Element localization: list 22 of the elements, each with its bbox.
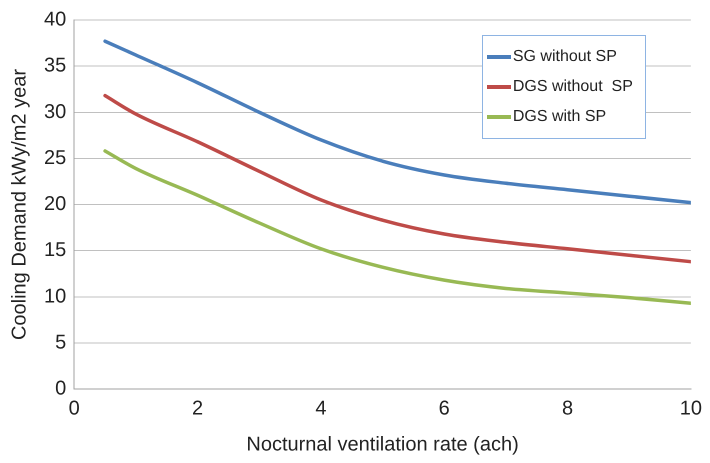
y-tick-label: 40 bbox=[44, 8, 66, 31]
x-axis-title: Nocturnal ventilation rate (ach) bbox=[246, 434, 519, 456]
x-tick-label: 6 bbox=[438, 398, 450, 420]
y-axis-title: Cooling Demand kWy/m2 year bbox=[8, 68, 31, 340]
x-tick-label: 10 bbox=[680, 398, 702, 420]
legend-label: DGS without SP bbox=[512, 78, 633, 96]
line-series bbox=[103, 39, 691, 204]
y-tick-label: 0 bbox=[55, 378, 66, 400]
line-series bbox=[103, 149, 691, 305]
y-tick-label: 10 bbox=[44, 285, 66, 308]
y-tick-label: 20 bbox=[44, 193, 66, 216]
y-tick-label: 5 bbox=[55, 331, 66, 354]
legend-label: SG without SP bbox=[512, 48, 617, 66]
y-tick-label: 25 bbox=[44, 146, 66, 169]
y-tick-label: 15 bbox=[44, 239, 66, 262]
y-tick-label: 30 bbox=[44, 100, 66, 123]
x-tick-label: 2 bbox=[192, 398, 204, 420]
x-tick-label: 8 bbox=[562, 398, 574, 420]
x-tick-label: 4 bbox=[315, 398, 326, 420]
line-series bbox=[103, 94, 691, 264]
y-tick-label: 35 bbox=[44, 54, 66, 77]
legend-label: DGS with SP bbox=[512, 108, 606, 126]
